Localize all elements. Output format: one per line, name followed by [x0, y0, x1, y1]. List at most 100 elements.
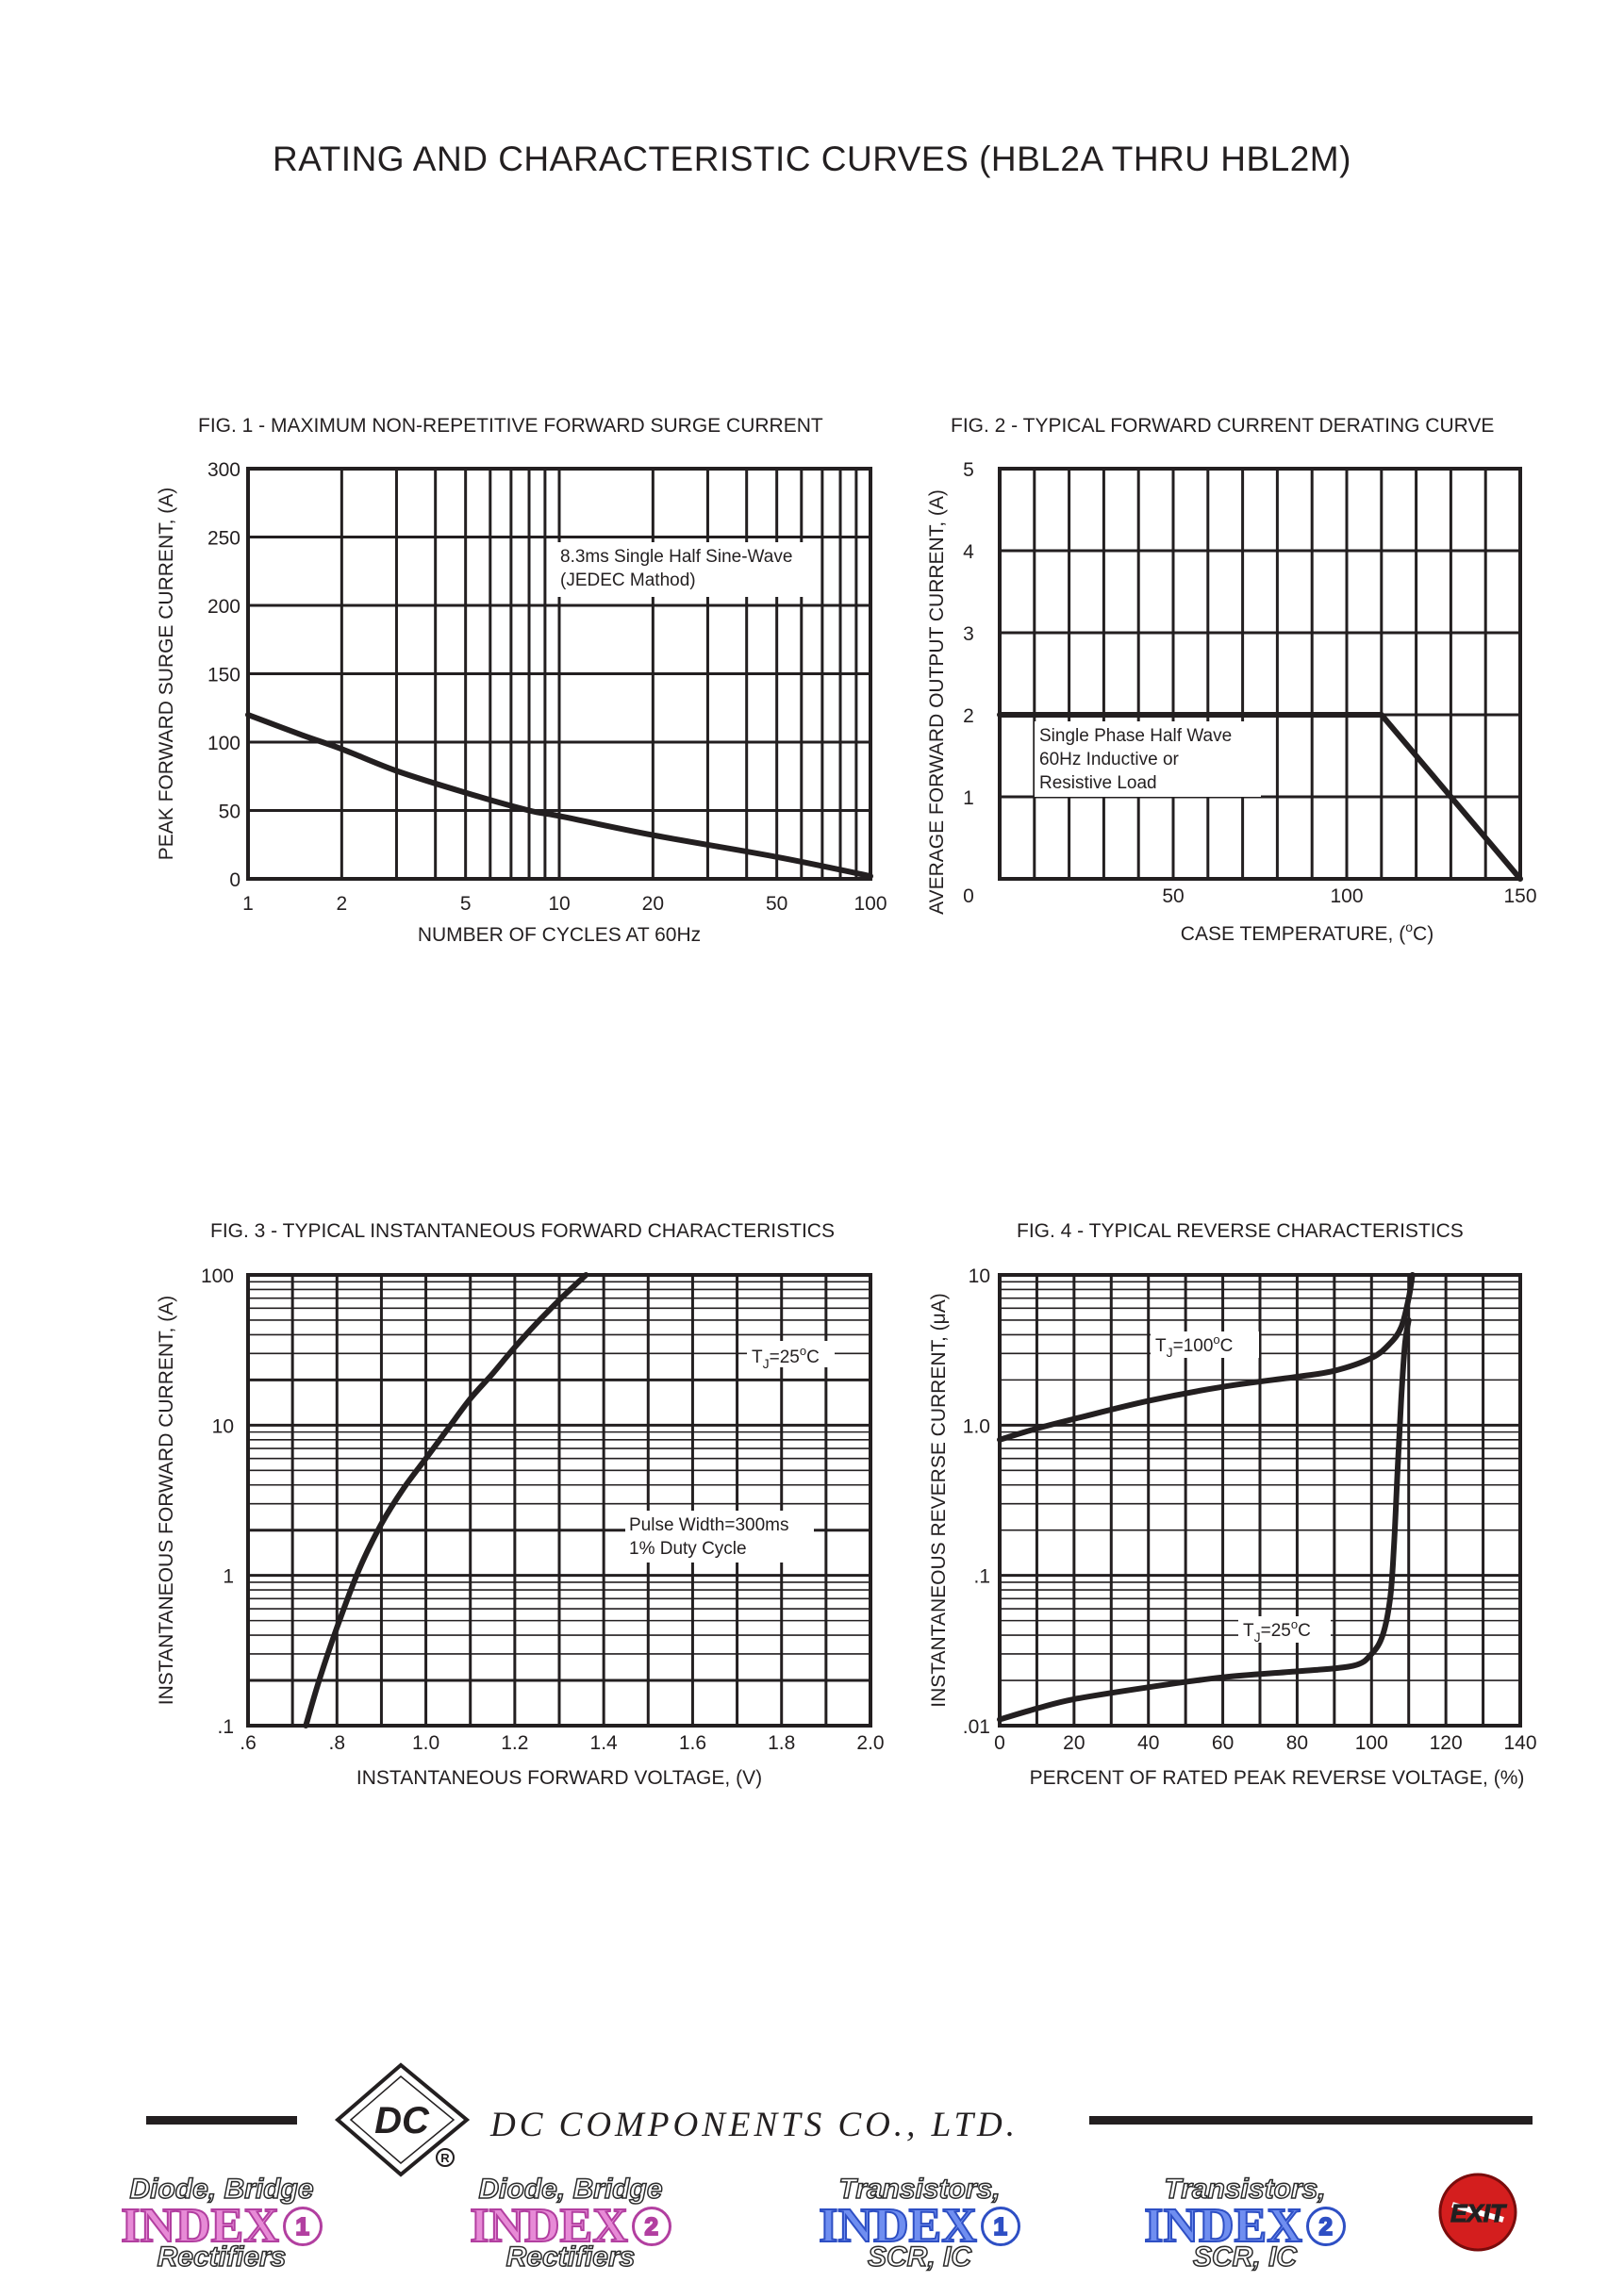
tj25-line	[997, 1317, 1412, 1723]
nav-bottom-label: SCR, IC	[1192, 2241, 1298, 2274]
series-label-bg	[1238, 1616, 1331, 1643]
x-tick-label: 5	[460, 893, 472, 915]
annotation-line-2: (JEDEC Mathod)	[560, 570, 696, 590]
annotation-line: Pulse Width=300ms	[629, 1515, 789, 1535]
annotation-bg	[747, 1341, 835, 1367]
x-tick-label: 150	[1503, 885, 1536, 907]
y-tick-label: 10	[212, 1415, 234, 1437]
fig2-chart: Single Phase Half Wave 60Hz Inductive or R…	[926, 459, 1537, 945]
exit-label: EXIT	[1450, 2199, 1507, 2227]
y-tick-label: 1	[223, 1566, 234, 1588]
y-tick-label: 100	[207, 733, 240, 754]
y-tick-label: 250	[207, 528, 240, 550]
nav-number-badge: 2	[631, 2207, 671, 2247]
nav-index-label: INDEX 2	[1122, 2198, 1367, 2254]
x-axis-label: CASE TEMPERATURE, (oC)	[1181, 919, 1433, 945]
company-name: DC COMPONENTS CO., LTD.	[490, 2106, 1019, 2144]
annotation-line: Single Phase Half Wave	[1039, 726, 1232, 746]
nav-bottom-label: Rectifiers	[505, 2241, 636, 2274]
plot-frame	[998, 1273, 1522, 1728]
x-tick-label: 120	[1430, 1732, 1463, 1754]
annotation-bg	[1035, 721, 1261, 797]
y-tick-label: 0	[229, 869, 240, 891]
nav-top-label: Diode, Bridge	[478, 2173, 664, 2206]
exit-slash-icon	[1451, 2202, 1504, 2223]
y-axis-label: INSTANTANEOUS FORWARD CURRENT, (A)	[156, 1296, 177, 1705]
tj-label: TJ=25oC	[752, 1344, 820, 1371]
x-tick-label: 100	[1330, 885, 1363, 907]
index2-diode-bridge-button[interactable]: Diode, Bridge INDEX 2 Rectifiers	[448, 2173, 693, 2282]
plot-frame	[246, 1273, 872, 1728]
page-title: RATING AND CHARACTERISTIC CURVES (HBL2A …	[273, 140, 1351, 178]
y-tick-label: 1.0	[963, 1415, 990, 1437]
index1-transistors-button[interactable]: Transistors, INDEX 1 SCR, IC	[797, 2173, 1042, 2282]
nav-top-label: Transistors,	[838, 2173, 1002, 2206]
x-tick-label: 100	[1355, 1732, 1388, 1754]
x-tick-label: 20	[1063, 1732, 1085, 1754]
nav-number-badge: 2	[1305, 2207, 1346, 2247]
y-tick-label: 5	[963, 459, 974, 481]
y-axis-label: INSTANTANEOUS REVERSE CURRENT, (μA)	[928, 1293, 950, 1708]
surge-current-line	[245, 712, 873, 880]
nav-bottom-label: SCR, IC	[867, 2241, 972, 2274]
x-tick-label: 1.2	[501, 1732, 528, 1754]
nav-bottom-label: Rectifiers	[157, 2241, 287, 2274]
x-tick-label: 50	[766, 893, 787, 915]
x-tick-label: 0	[994, 1732, 1005, 1754]
fig3-chart: TJ=25oC Pulse Width=300ms 1% Duty Cycle .1 1…	[156, 1265, 885, 1789]
index2-transistors-button[interactable]: Transistors, INDEX 2 SCR, IC	[1122, 2173, 1367, 2282]
y-tick-label: 3	[963, 623, 974, 645]
annotation-line: 60Hz Inductive or	[1039, 750, 1180, 769]
index1-diode-bridge-button[interactable]: Diode, Bridge INDEX 1 Rectifiers	[99, 2173, 344, 2282]
y-axis-label: AVERAGE FORWARD OUTPUT CURRENT, (A)	[926, 489, 948, 915]
y-tick-label: 300	[207, 459, 240, 481]
fig3-title: FIG. 3 - TYPICAL INSTANTANEOUS FORWARD C…	[210, 1220, 835, 1242]
nav-index-label: INDEX 2	[448, 2198, 693, 2254]
annotation-bg	[556, 542, 820, 597]
y-tick-label: 50	[219, 802, 240, 823]
plot-frame	[998, 467, 1522, 881]
derating-line	[997, 712, 1523, 882]
exit-button[interactable]: EXIT	[1435, 2167, 1520, 2257]
x-tick-label: 2	[336, 893, 347, 915]
footer-rule-left	[146, 2116, 297, 2125]
x-tick-label: 40	[1137, 1732, 1159, 1754]
annotation-line: 1% Duty Cycle	[629, 1539, 747, 1559]
series-label-bg	[1151, 1331, 1259, 1358]
tj100-line	[997, 1272, 1416, 1443]
annotation-line: Resistive Load	[1039, 773, 1157, 793]
fig4-title: FIG. 4 - TYPICAL REVERSE CHARACTERISTICS	[1017, 1220, 1464, 1242]
x-tick-label: 1.0	[412, 1732, 439, 1754]
forward-characteristic-line	[303, 1272, 589, 1728]
y-tick-label: 100	[201, 1265, 234, 1287]
x-tick-label: .8	[329, 1732, 346, 1754]
nav-index-label: INDEX 1	[797, 2198, 1042, 2254]
x-tick-label: 80	[1286, 1732, 1308, 1754]
nav-index-label: INDEX 1	[99, 2198, 344, 2254]
x-tick-label: 140	[1503, 1732, 1536, 1754]
y-tick-label: 0	[963, 885, 974, 907]
series-label: TJ=100oC	[1155, 1332, 1233, 1360]
plot-frame	[246, 467, 872, 881]
x-tick-label: 1.8	[768, 1732, 795, 1754]
y-tick-label: 150	[207, 665, 240, 686]
y-tick-label: 2	[963, 705, 974, 727]
y-tick-label: 10	[969, 1265, 990, 1287]
x-tick-label: 1.4	[590, 1732, 619, 1754]
nav-top-label: Diode, Bridge	[129, 2173, 315, 2206]
x-axis-label: PERCENT OF RATED PEAK REVERSE VOLTAGE, (…	[1030, 1767, 1525, 1789]
annotation-bg	[625, 1511, 814, 1563]
fig1-title: FIG. 1 - MAXIMUM NON-REPETITIVE FORWARD …	[198, 415, 823, 437]
y-tick-label: 4	[963, 541, 974, 563]
y-tick-label: .1	[217, 1716, 234, 1738]
y-tick-label: .01	[963, 1716, 990, 1738]
x-tick-label: 1	[242, 893, 254, 915]
y-axis-label: PEAK FORWARD SURGE CURRENT, (A)	[156, 488, 177, 861]
x-tick-label: 60	[1212, 1732, 1234, 1754]
x-tick-label: 20	[642, 893, 664, 915]
x-axis-label: INSTANTANEOUS FORWARD VOLTAGE, (V)	[356, 1767, 762, 1789]
fig2-title: FIG. 2 - TYPICAL FORWARD CURRENT DERATIN…	[951, 415, 1495, 437]
x-axis-label: NUMBER OF CYCLES AT 60Hz	[418, 924, 701, 946]
y-tick-label: 1	[963, 787, 974, 809]
